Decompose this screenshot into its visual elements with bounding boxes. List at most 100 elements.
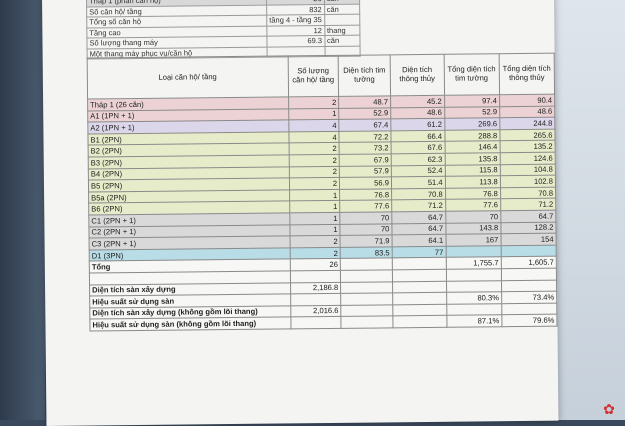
total-clear-cell: 135.2 [499,140,556,153]
total-clear-cell [501,279,557,292]
area-clear-cell: 52.4 [391,164,446,178]
qty-cell: 1 [288,107,339,121]
total-wall-cell: 113.8 [445,175,501,189]
total-wall-cell: 288.8 [444,129,500,142]
row-label: Hiệu suất sử dụng sàn (không gồm lõi tha… [89,317,291,331]
qty-cell [290,293,341,306]
total-clear-cell: 64.7 [500,210,556,223]
total-clear-cell: 48.6 [499,105,555,118]
summary-value: 12 [266,25,325,37]
total-wall-cell [446,280,502,293]
header-cell: Tổng diện tích tim tường [443,53,500,96]
area-clear-cell: 64.7 [391,211,446,224]
qty-cell: 1 [289,200,340,213]
qty-cell: 2 [288,177,340,190]
total-clear-cell: 265.6 [499,128,556,142]
total-wall-cell: 52.9 [444,106,500,119]
area-wall-cell: 52.9 [338,107,391,120]
total-wall-cell: 135.8 [444,152,501,165]
qty-cell: 2 [288,96,339,109]
area-clear-cell: 61.2 [390,118,445,131]
area-wall-cell: 56.9 [339,177,392,190]
area-wall-cell: 76.8 [339,188,392,201]
total-clear-cell: 124.6 [499,152,556,165]
area-clear-cell: 64.7 [391,222,446,235]
area-clear-cell [392,292,447,305]
total-clear-cell: 90.4 [499,94,555,107]
area-wall-cell: 48.7 [338,95,391,108]
total-clear-cell: 244.8 [499,117,555,130]
area-clear-cell: 70.8 [391,188,446,201]
area-wall-cell: 73.2 [339,142,392,155]
total-wall-cell [445,268,502,281]
area-wall-cell [340,292,393,306]
logo-icon: ✿ [603,401,615,417]
qty-cell: 2 [288,165,340,179]
summary-unit [324,14,360,26]
total-clear-cell [501,302,557,315]
total-wall-cell: 70 [445,210,501,223]
apartment-table: Loại căn hộ/ tầng Số lượng căn hộ/ tầng … [87,53,558,332]
area-wall-cell: 77.6 [339,200,392,213]
total-clear-cell: 79.6% [501,314,557,327]
area-wall-cell [341,316,393,329]
header-cell: Diện tích thông thủy [390,54,445,96]
area-clear-cell [392,257,446,270]
qty-cell: 26 [289,258,341,271]
summary-value: 832 [266,4,325,16]
qty-cell: 2,016.6 [290,305,342,318]
area-wall-cell: 72.2 [339,130,391,143]
qty-cell: 2 [289,235,341,248]
qty-cell: 2,186.8 [290,281,341,295]
total-wall-cell [446,303,502,316]
area-wall-cell: 70 [340,223,392,236]
total-wall-cell: 269.6 [444,117,500,131]
header-cell: Số lượng căn hộ/ tầng [287,55,339,97]
header-row: Loại căn hộ/ tầng Số lượng căn hộ/ tầng … [87,53,555,100]
summary-unit: căn [324,3,360,15]
area-clear-cell: 45.2 [390,95,445,108]
total-wall-cell: 143.8 [445,222,501,235]
total-wall-cell: 77.6 [445,199,501,212]
total-wall-cell: 1,755.7 [445,257,502,270]
area-clear-cell [392,280,447,293]
summary-value: 69.3 [266,35,325,47]
area-wall-cell: 83.5 [340,246,393,259]
total-wall-cell [445,245,502,258]
total-wall-cell: 80.3% [446,291,502,304]
area-wall-cell: 70 [339,211,392,224]
header-cell: Tổng diện tích thông thủy [498,53,555,95]
area-wall-cell [340,269,393,282]
qty-cell: 1 [289,189,340,202]
area-clear-cell: 48.6 [390,106,445,120]
summary-unit: căn [324,35,360,47]
header-cell: Loại căn hộ/ tầng [87,55,289,100]
total-wall-cell: 76.8 [445,187,501,200]
total-clear-cell: 1,605.7 [501,256,557,269]
area-clear-cell: 51.4 [391,176,446,189]
total-clear-cell: 73.4% [501,291,557,304]
area-clear-cell: 66.4 [390,130,445,143]
total-clear-cell: 154 [500,233,557,246]
area-clear-cell: 64.1 [391,234,446,247]
qty-cell [290,316,342,329]
area-wall-cell [340,304,393,317]
total-clear-cell [500,244,557,258]
total-clear-cell [501,268,557,281]
qty-cell: 2 [289,247,341,260]
area-wall-cell [340,258,393,271]
area-clear-cell: 62.3 [391,153,445,166]
summary-unit: thang [324,24,360,36]
qty-cell: 2 [288,154,340,167]
summary-table: Tháp 1 (phần căn hộ)26cănSố căn hộ/ tầng… [86,0,360,60]
area-clear-cell: 77 [392,246,446,259]
total-clear-cell: 128.2 [500,221,557,234]
total-wall-cell: 87.1% [446,314,502,328]
area-clear-cell [392,269,447,282]
total-clear-cell: 70.8 [500,186,556,200]
qty-cell: 1 [289,212,341,225]
area-clear-cell: 67.6 [390,141,445,154]
qty-cell: 4 [288,131,340,144]
total-wall-cell: 167 [445,233,501,247]
total-clear-cell: 104.8 [500,163,556,176]
